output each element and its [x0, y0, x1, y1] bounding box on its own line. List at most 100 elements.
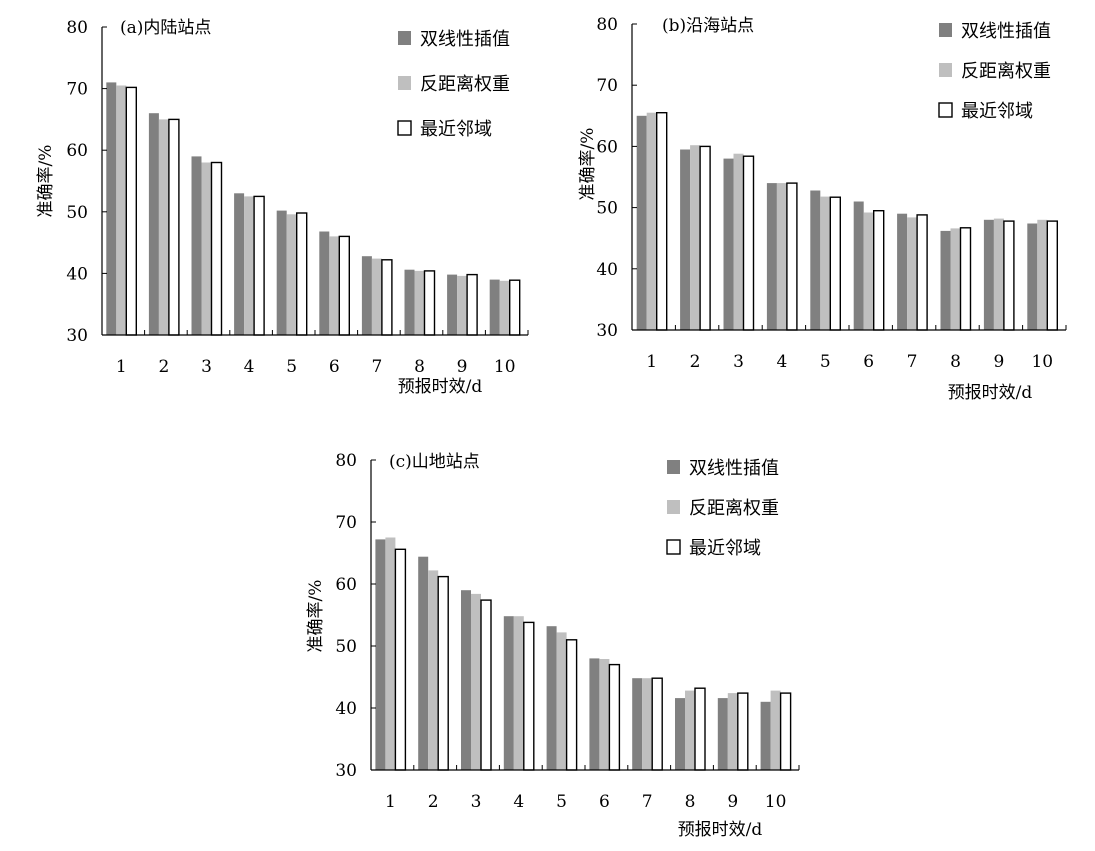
chart1-x-tick-label-3: 3 [201, 357, 212, 377]
chart1-x-tick-label-1: 1 [116, 357, 127, 377]
chart2-bar-s1-8 [940, 230, 951, 330]
chart1-title: (a)内陆站点 [120, 18, 211, 38]
chart3-y-tick-label-30: 30 [335, 761, 357, 781]
chart3-bar-s3-9 [737, 692, 749, 771]
chart3-bar-s2-8 [685, 690, 695, 770]
chart1-x-axis-label: 预报时效/d [398, 377, 483, 397]
chart1-legend-label-3: 最近邻域 [420, 119, 492, 140]
chart2-bar-s3-3 [742, 155, 755, 331]
chart2-bar-s2-1 [646, 112, 657, 330]
chart3-bar-s1-4 [503, 616, 514, 770]
chart1-bar-s2-5 [286, 214, 297, 335]
chart1-bar-s3-4 [253, 195, 265, 336]
chart2-bar-s3-9 [1003, 220, 1015, 331]
chart3-bar-s2-2 [428, 570, 439, 770]
chart2-y-tick-label-60: 60 [596, 137, 618, 157]
chart1-y-tick-label-40: 40 [66, 264, 88, 284]
chart3-bar-s1-5 [546, 626, 557, 770]
chart2-y-tick-label-50: 50 [596, 199, 618, 219]
chart1-legend-swatch-1 [398, 31, 411, 45]
chart2-bar-s3-5 [829, 196, 841, 331]
chart1-bar-s2-2 [158, 119, 169, 336]
chart1-bar-s3-2 [168, 118, 180, 336]
chart3-x-tick-label-2: 2 [428, 792, 439, 812]
chart2-legend-label-2: 反距离权重 [961, 61, 1051, 82]
chart3-bar-s2-3 [471, 593, 481, 770]
chart1-x-tick-label-7: 7 [371, 357, 382, 377]
chart1-bar-s1-5 [276, 210, 287, 335]
chart3-bar-s3-1 [394, 548, 407, 771]
chart1-bar-s2-1 [116, 85, 127, 335]
chart2-x-tick-label-4: 4 [776, 352, 787, 372]
chart3-bar-s2-9 [727, 693, 738, 770]
chart2-y-tick-label-80: 80 [596, 15, 618, 35]
chart1-x-tick-label-4: 4 [244, 357, 255, 377]
chart1-bar-s1-10 [489, 279, 500, 335]
chart2-legend-swatch-3 [938, 102, 953, 118]
chart1-y-axis-label: 准确率/% [36, 145, 56, 218]
chart3-y-tick-label-60: 60 [335, 575, 357, 595]
chart3-legend-swatch-2 [667, 500, 680, 514]
chart2-legend-label-1: 双线性插值 [961, 21, 1051, 42]
chart1-bar-s1-7 [361, 256, 372, 335]
chart2-x-tick-label-5: 5 [820, 352, 831, 372]
chart3-x-tick-label-6: 6 [599, 792, 610, 812]
chart1-x-tick-label-5: 5 [286, 357, 297, 377]
chart2-bar-s2-6 [863, 212, 874, 330]
chart3-x-axis-label: 预报时效/d [678, 820, 763, 840]
chart3-bar-s1-2 [418, 556, 429, 770]
chart3-y-axis-label: 准确率/% [306, 580, 326, 653]
chart1-bar-s1-3 [191, 156, 202, 335]
chart3-x-tick-label-1: 1 [385, 792, 396, 812]
chart2-bar-s1-3 [723, 158, 734, 330]
chart2-bar-s3-8 [959, 227, 972, 331]
chart2-y-tick-label-40: 40 [596, 260, 618, 280]
chart2-x-tick-label-8: 8 [950, 352, 961, 372]
chart2-y-tick-label-70: 70 [596, 76, 618, 96]
chart3-bar-s2-5 [556, 632, 567, 770]
chart2-title: (b)沿海站点 [662, 16, 754, 36]
chart2-bar-s1-10 [1027, 223, 1038, 330]
chart3-bar-s1-3 [461, 590, 471, 770]
chart3-bar-s2-1 [385, 537, 396, 770]
chart1-bar-s2-6 [329, 236, 340, 335]
chart2-bar-s2-4 [776, 183, 787, 330]
chart2-x-axis-label: 预报时效/d [948, 383, 1033, 403]
chart1-bar-s3-10 [509, 279, 521, 336]
chart1-legend-label-2: 反距离权重 [420, 74, 510, 95]
chart3-bar-s2-7 [642, 678, 653, 770]
chart1-x-tick-label-2: 2 [158, 357, 169, 377]
chart1-bar-s3-3 [210, 161, 223, 336]
chart3-bar-s3-8 [694, 687, 706, 771]
chart2-bar-s1-7 [897, 213, 908, 330]
chart1-x-tick-label-8: 8 [414, 357, 425, 377]
chart1-bar-s2-7 [371, 258, 382, 335]
chart1-bar-s3-7 [381, 259, 393, 336]
chart3-x-tick-label-8: 8 [685, 792, 696, 812]
chart3-y-tick-label-40: 40 [335, 699, 357, 719]
chart3-x-tick-label-5: 5 [556, 792, 567, 812]
chart1-bar-s2-3 [201, 162, 212, 335]
chart3-bar-s3-3 [480, 599, 492, 771]
chart2-bar-s1-4 [766, 183, 777, 330]
chart2-x-tick-label-6: 6 [863, 352, 874, 372]
chart2-x-tick-label-1: 1 [646, 352, 657, 372]
chart3-bar-s3-7 [651, 677, 663, 771]
chart3-y-tick-label-70: 70 [335, 513, 357, 533]
chart1-bar-s1-2 [148, 113, 159, 335]
chart1-x-tick-label-9: 9 [457, 357, 468, 377]
chart3-bar-s1-10 [760, 701, 771, 770]
chart3-x-tick-label-10: 10 [765, 792, 787, 812]
chart2-bar-s3-7 [916, 214, 928, 331]
chart1-bar-s3-1 [125, 86, 138, 336]
chart3-bar-s1-9 [717, 698, 728, 770]
chart1-y-tick-label-80: 80 [66, 18, 88, 38]
chart3-y-tick-label-80: 80 [335, 451, 357, 471]
chart2-bar-s2-2 [690, 145, 701, 330]
chart1-y-tick-label-30: 30 [66, 326, 88, 346]
chart1-bar-s1-9 [447, 274, 458, 335]
chart3-x-tick-label-3: 3 [471, 792, 482, 812]
chart1-bar-s2-10 [499, 280, 510, 335]
chart2-legend-label-3: 最近邻域 [961, 101, 1033, 122]
chart1-legend-swatch-3 [397, 120, 412, 136]
